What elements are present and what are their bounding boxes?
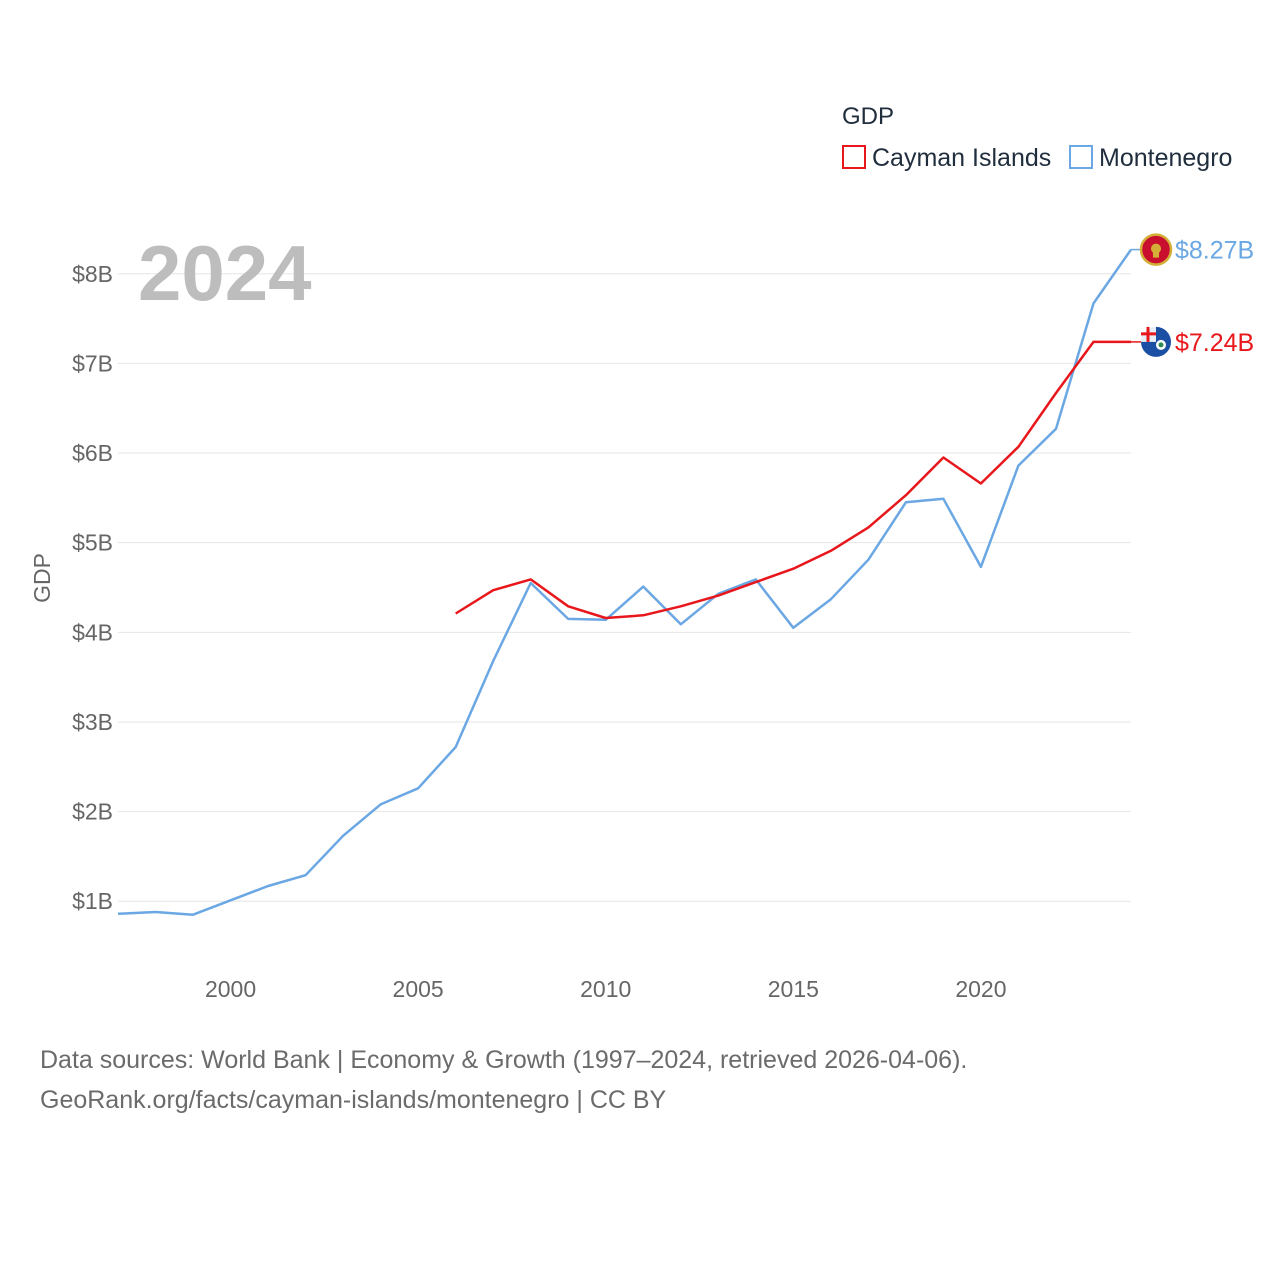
y-axis-ticks: $1B $2B $3B $4B $5B $6B $7B $8B xyxy=(72,261,113,914)
x-tick-label: 2020 xyxy=(955,976,1006,1002)
end-label-cayman-islands-group: $7.24B xyxy=(1131,326,1254,357)
y-tick-label: $2B xyxy=(72,799,113,825)
legend-title: GDP xyxy=(842,103,894,130)
y-tick-label: $4B xyxy=(72,619,113,645)
footer: Data sources: World Bank | Economy & Gro… xyxy=(40,1040,1240,1120)
y-tick-label: $1B xyxy=(72,888,113,914)
legend-swatch-cayman-islands[interactable] xyxy=(842,145,866,169)
gdp-line-chart: $1B $2B $3B $4B $5B $6B $7B $8B 2000 2005 2010 201… xyxy=(29,103,1254,1002)
y-tick-label: $5B xyxy=(72,530,113,556)
end-label-cayman-islands: $7.24B xyxy=(1175,329,1254,357)
legend-swatch-montenegro[interactable] xyxy=(1069,145,1093,169)
y-axis-title: GDP xyxy=(29,553,55,603)
series-layer xyxy=(117,248,1133,916)
series-line-montenegro[interactable] xyxy=(117,248,1133,916)
x-tick-label: 2005 xyxy=(393,976,444,1002)
x-tick-label: 2000 xyxy=(205,976,256,1002)
x-tick-label: 2015 xyxy=(768,976,819,1002)
legend-label-montenegro[interactable]: Montenegro xyxy=(1099,144,1232,172)
y-tick-label: $6B xyxy=(72,440,113,466)
source-link[interactable]: GeoRank.org/facts/cayman-islands/montene… xyxy=(40,1086,667,1114)
end-label-montenegro-group: $8.27B xyxy=(1131,233,1254,266)
data-source-note: Data sources: World Bank | Economy & Gro… xyxy=(40,1046,968,1074)
legend-label-cayman-islands[interactable]: Cayman Islands xyxy=(872,144,1051,172)
grid-lines xyxy=(118,273,1131,902)
end-label-montenegro: $8.27B xyxy=(1175,237,1254,265)
series-line-cayman-islands[interactable] xyxy=(455,340,1131,620)
montenegro-flag-icon xyxy=(1139,233,1173,266)
y-tick-label: $3B xyxy=(72,709,113,735)
x-tick-label: 2010 xyxy=(580,976,631,1002)
y-tick-label: $8B xyxy=(72,261,113,287)
x-axis-ticks: 2000 2005 2010 2015 2020 xyxy=(205,976,1007,1002)
legend: GDP Cayman Islands Montenegro xyxy=(842,103,1232,172)
year-label: 2024 xyxy=(138,229,312,317)
cayman-islands-flag-icon xyxy=(1141,326,1171,357)
y-tick-label: $7B xyxy=(72,350,113,376)
